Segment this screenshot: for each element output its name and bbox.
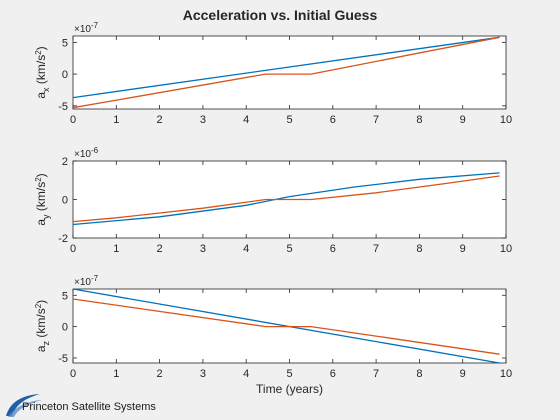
series-line-2 <box>72 36 500 109</box>
ylabel-unit-close: ) <box>34 173 48 177</box>
x-tick-label: 6 <box>330 368 336 380</box>
x-tick-label: 2 <box>157 243 163 255</box>
ylabel-unit-sup: 2 <box>34 50 43 55</box>
y-axis-label: az (km/s2) <box>34 300 51 352</box>
x-tick-label: 5 <box>286 114 292 126</box>
y-tick-label: -2 <box>58 233 68 245</box>
y-tick-label: 0 <box>62 195 68 207</box>
ylabel-main: a <box>34 92 48 99</box>
exponent-base: ×10 <box>74 24 91 35</box>
exponent-power: -7 <box>91 274 99 283</box>
figure-title: Acceleration vs. Initial Guess <box>183 7 378 23</box>
x-tick-label: 9 <box>460 368 466 380</box>
x-tick-label: 10 <box>500 368 512 380</box>
x-tick-label: 10 <box>500 114 512 126</box>
x-axis-label: Time (years) <box>256 382 323 396</box>
ylabel-unit: (km/s <box>34 55 48 88</box>
series-line-2 <box>72 298 500 355</box>
x-tick-label: 3 <box>200 243 206 255</box>
axes-layer: 0 1 2 3 4 5 6 7 8 9 10-505×10-7ax (km/s2)0 1 2 3 4 5 6 7 8… <box>34 21 512 396</box>
x-tick-label: 5 <box>286 243 292 255</box>
x-tick-label: 8 <box>416 243 422 255</box>
y-tick-label: 2 <box>62 156 68 168</box>
ylabel-unit: (km/s <box>34 182 48 215</box>
x-tick-label: 9 <box>460 243 466 255</box>
x-tick-label: 2 <box>157 114 163 126</box>
axis-exponent: ×10-6 <box>74 146 99 160</box>
x-tick-label: 1 <box>113 114 119 126</box>
x-tick-label: 4 <box>243 368 249 380</box>
subplot-3: 0 1 2 3 4 5 6 7 8 9 10-505×10-7az (km/s2)Time (yea… <box>34 274 512 396</box>
axis-exponent: ×10-7 <box>74 21 99 35</box>
ylabel-unit-sup: 2 <box>34 303 43 308</box>
x-tick-label: 8 <box>416 368 422 380</box>
x-tick-label: 6 <box>330 243 336 255</box>
subplot-1: 0 1 2 3 4 5 6 7 8 9 10-505×10-7ax (km/s2) <box>34 21 512 126</box>
ylabel-sub: y <box>41 214 51 219</box>
ylabel-sub: z <box>41 340 51 345</box>
ylabel-unit: (km/s <box>34 308 48 341</box>
ylabel-unit-sup: 2 <box>34 177 43 182</box>
plot-area <box>72 35 507 110</box>
y-tick-label: 5 <box>62 37 68 49</box>
axis-exponent: ×10-7 <box>74 274 99 288</box>
y-tick-label: -5 <box>58 353 68 365</box>
x-tick-label: 1 <box>113 243 119 255</box>
y-tick-label: 0 <box>62 322 68 334</box>
ylabel-main: a <box>34 345 48 352</box>
y-axis-label: ax (km/s2) <box>34 46 51 98</box>
x-tick-label: 6 <box>330 114 336 126</box>
y-tick-label: 5 <box>62 290 68 302</box>
x-tick-label: 3 <box>200 368 206 380</box>
exponent-base: ×10 <box>74 277 91 288</box>
x-tick-label: 1 <box>113 368 119 380</box>
x-tick-label: 2 <box>157 368 163 380</box>
y-axis-label: ay (km/s2) <box>34 173 51 225</box>
x-tick-label: 0 <box>70 243 76 255</box>
x-tick-label: 4 <box>243 114 249 126</box>
x-tick-label: 7 <box>373 114 379 126</box>
x-tick-label: 5 <box>286 368 292 380</box>
x-tick-label: 0 <box>70 368 76 380</box>
x-tick-label: 9 <box>460 114 466 126</box>
ylabel-unit-close: ) <box>34 46 48 50</box>
ylabel-main: a <box>34 219 48 226</box>
y-tick-label: 0 <box>62 69 68 81</box>
x-tick-label: 7 <box>373 368 379 380</box>
exponent-base: ×10 <box>74 149 91 160</box>
exponent-power: -6 <box>91 146 99 155</box>
ylabel-sub: x <box>41 87 51 92</box>
company-logo: Princeton Satellite Systems <box>4 392 164 418</box>
series-line-1 <box>72 36 500 99</box>
x-tick-label: 8 <box>416 114 422 126</box>
series-line-2 <box>72 175 500 223</box>
x-tick-label: 7 <box>373 243 379 255</box>
logo-text: Princeton Satellite Systems <box>22 401 156 413</box>
subplot-2: 0 1 2 3 4 5 6 7 8 9 10-202×10-6ay (km/s2) <box>34 146 512 255</box>
exponent-power: -7 <box>91 21 99 30</box>
y-tick-label: -5 <box>58 101 68 113</box>
swoosh-icon <box>6 394 42 417</box>
ylabel-unit-close: ) <box>34 300 48 304</box>
x-tick-label: 3 <box>200 114 206 126</box>
series-line-1 <box>72 172 500 226</box>
x-tick-label: 10 <box>500 243 512 255</box>
x-tick-label: 0 <box>70 114 76 126</box>
x-tick-label: 4 <box>243 243 249 255</box>
